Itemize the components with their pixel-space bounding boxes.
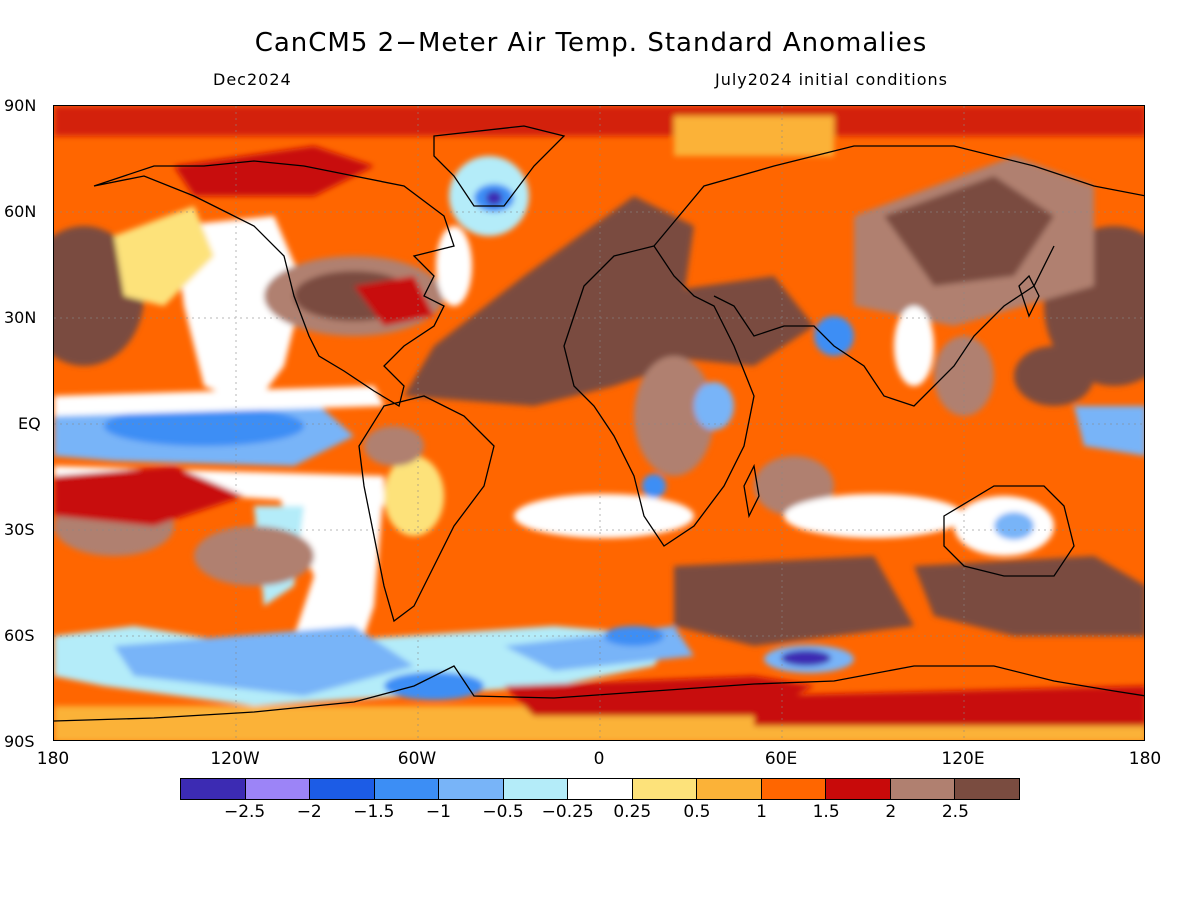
colorbar (180, 778, 1020, 800)
colorbar-label: −0.25 (541, 802, 594, 822)
lat-label-90s: 90S (4, 732, 35, 751)
colorbar-label: 0.5 (683, 802, 711, 822)
colorbar-swatch (245, 779, 311, 799)
colorbar-swatch (503, 779, 569, 799)
anomaly-map (53, 105, 1145, 741)
colorbar-swatch (955, 779, 1019, 799)
colorbar-swatch (374, 779, 440, 799)
lon-label-180e: 180 (1128, 749, 1162, 769)
colorbar-swatch (761, 779, 827, 799)
colorbar-label: 2.5 (941, 802, 969, 822)
colorbar-label: −2.5 (223, 802, 266, 822)
lon-label-60w: 60W (397, 749, 437, 769)
colorbar-label: 2 (885, 802, 897, 822)
colorbar-swatch (890, 779, 956, 799)
colorbar-swatch (568, 779, 633, 799)
colorbar-swatch (181, 779, 246, 799)
colorbar-label: 0.25 (613, 802, 652, 822)
colorbar-label: −1 (425, 802, 451, 822)
lon-label-120e: 120E (941, 749, 985, 769)
lat-label-eq: EQ (18, 414, 41, 433)
valid-month-label: Dec2024 (213, 70, 292, 89)
colorbar-label: −2 (296, 802, 322, 822)
map-grid (54, 106, 1144, 740)
coastlines (54, 125, 1144, 722)
map-title: CanCM5 2−Meter Air Temp. Standard Anomal… (254, 28, 928, 58)
colorbar-label: 1.5 (812, 802, 840, 822)
colorbar-label: −0.5 (482, 802, 524, 822)
lon-label-120w: 120W (210, 749, 260, 769)
lat-label-90n: 90N (4, 96, 37, 115)
lat-label-60n: 60N (4, 202, 37, 221)
colorbar-label: 1 (756, 802, 767, 822)
colorbar-swatch (697, 779, 762, 799)
initial-conditions-label: July2024 initial conditions (715, 70, 948, 89)
lon-label-0: 0 (593, 749, 605, 769)
colorbar-swatch (826, 779, 891, 799)
lat-label-60s: 60S (4, 626, 35, 645)
colorbar-swatch (310, 779, 375, 799)
colorbar-swatch (632, 779, 698, 799)
anomaly-field (54, 106, 1144, 740)
lat-label-30n: 30N (4, 308, 37, 327)
lon-label-180w: 180 (36, 749, 70, 769)
lat-label-30s: 30S (4, 520, 35, 539)
lon-label-60e: 60E (764, 749, 798, 769)
colorbar-swatch (439, 779, 504, 799)
colorbar-label: −1.5 (353, 802, 395, 822)
